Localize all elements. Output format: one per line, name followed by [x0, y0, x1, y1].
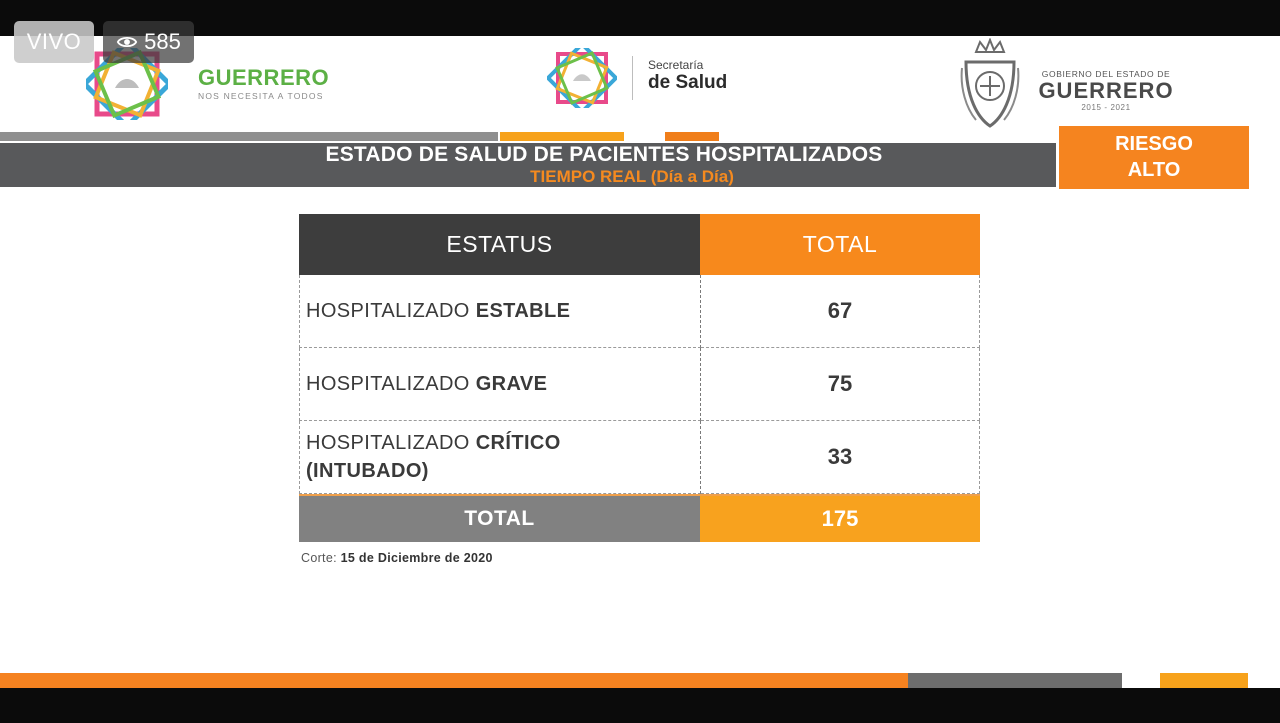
cutoff-date: Corte: 15 de Diciembre de 2020	[301, 551, 493, 565]
gobierno-term: 2015 - 2021	[1081, 103, 1131, 112]
status-level: CRÍTICO	[475, 432, 561, 454]
video-letterbox-top	[0, 0, 1280, 36]
secretaria-label: Secretaría	[648, 58, 704, 72]
salud-label: de Salud	[648, 72, 728, 93]
secretaria-salud-brand: Secretaría de Salud	[648, 58, 727, 94]
gobierno-brand: GOBIERNO DEL ESTADO DE GUERRERO 2015 - 2…	[1035, 69, 1177, 112]
guerrero-brand: GUERRERO NOS NECESITA A TODOS	[198, 65, 330, 102]
column-header-total: TOTAL	[700, 214, 980, 275]
count-cell: 67	[701, 275, 980, 348]
status-cell: HOSPITALIZADO GRAVE	[299, 348, 701, 421]
decorative-strip	[1160, 673, 1248, 688]
salud-star-logo-icon	[547, 48, 617, 108]
eye-icon	[116, 36, 138, 48]
decorative-strip	[908, 673, 1122, 688]
live-badge: VIVO	[14, 21, 94, 63]
cutoff-value: 15 de Diciembre de 2020	[340, 551, 493, 565]
decorative-strip	[0, 673, 908, 688]
column-header-status: ESTATUS	[299, 214, 700, 275]
video-letterbox-bottom	[0, 688, 1280, 723]
status-prefix: HOSPITALIZADO	[306, 373, 476, 395]
decorative-strip	[0, 132, 498, 141]
viewer-count: 585	[144, 29, 181, 54]
status-cell: HOSPITALIZADO ESTABLE	[299, 275, 701, 348]
status-level: GRAVE	[475, 373, 548, 395]
title-band	[0, 143, 1056, 187]
patient-status-table: ESTATUS TOTAL HOSPITALIZADO ESTABLE 67 H…	[299, 214, 980, 542]
table-header-row: ESTATUS TOTAL	[299, 214, 980, 275]
risk-line-1: RIESGO	[1115, 133, 1193, 155]
table-total-row: TOTAL 175	[299, 494, 980, 542]
count-cell: 75	[701, 348, 980, 421]
gobierno-state: GUERRERO	[1038, 78, 1174, 103]
presentation-slide: GUERRERO NOS NECESITA A TODOS Secretaría…	[0, 36, 1280, 688]
decorative-strip	[665, 132, 719, 141]
cutoff-label: Corte:	[301, 551, 337, 565]
count-cell: 33	[701, 421, 980, 494]
status-prefix: HOSPITALIZADO	[306, 300, 476, 322]
table-row: HOSPITALIZADO CRÍTICO (INTUBADO) 33	[299, 421, 980, 494]
table-row: HOSPITALIZADO ESTABLE 67	[299, 275, 980, 348]
status-prefix: HOSPITALIZADO	[306, 432, 476, 454]
status-detail: (INTUBADO)	[306, 460, 429, 482]
decorative-strip	[500, 132, 624, 141]
brand-tagline: NOS NECESITA A TODOS	[198, 91, 324, 101]
table-row: HOSPITALIZADO GRAVE 75	[299, 348, 980, 421]
viewer-count-badge: 585	[103, 21, 194, 63]
risk-line-2: ALTO	[1127, 159, 1181, 181]
brand-name: GUERRERO	[198, 65, 330, 90]
total-label: TOTAL	[299, 494, 700, 542]
slide-title: ESTADO DE SALUD DE PACIENTES HOSPITALIZA…	[325, 143, 883, 166]
gobierno-label: GOBIERNO DEL ESTADO DE	[1041, 69, 1171, 79]
coat-of-arms-icon	[960, 38, 1020, 128]
slide-subtitle: TIEMPO REAL (Día a Día)	[530, 167, 734, 186]
header-divider	[632, 56, 633, 100]
total-value: 175	[700, 494, 980, 542]
status-level: ESTABLE	[475, 300, 571, 322]
status-cell: HOSPITALIZADO CRÍTICO (INTUBADO)	[299, 421, 701, 494]
risk-level-badge: RIESGO ALTO	[1059, 126, 1249, 189]
